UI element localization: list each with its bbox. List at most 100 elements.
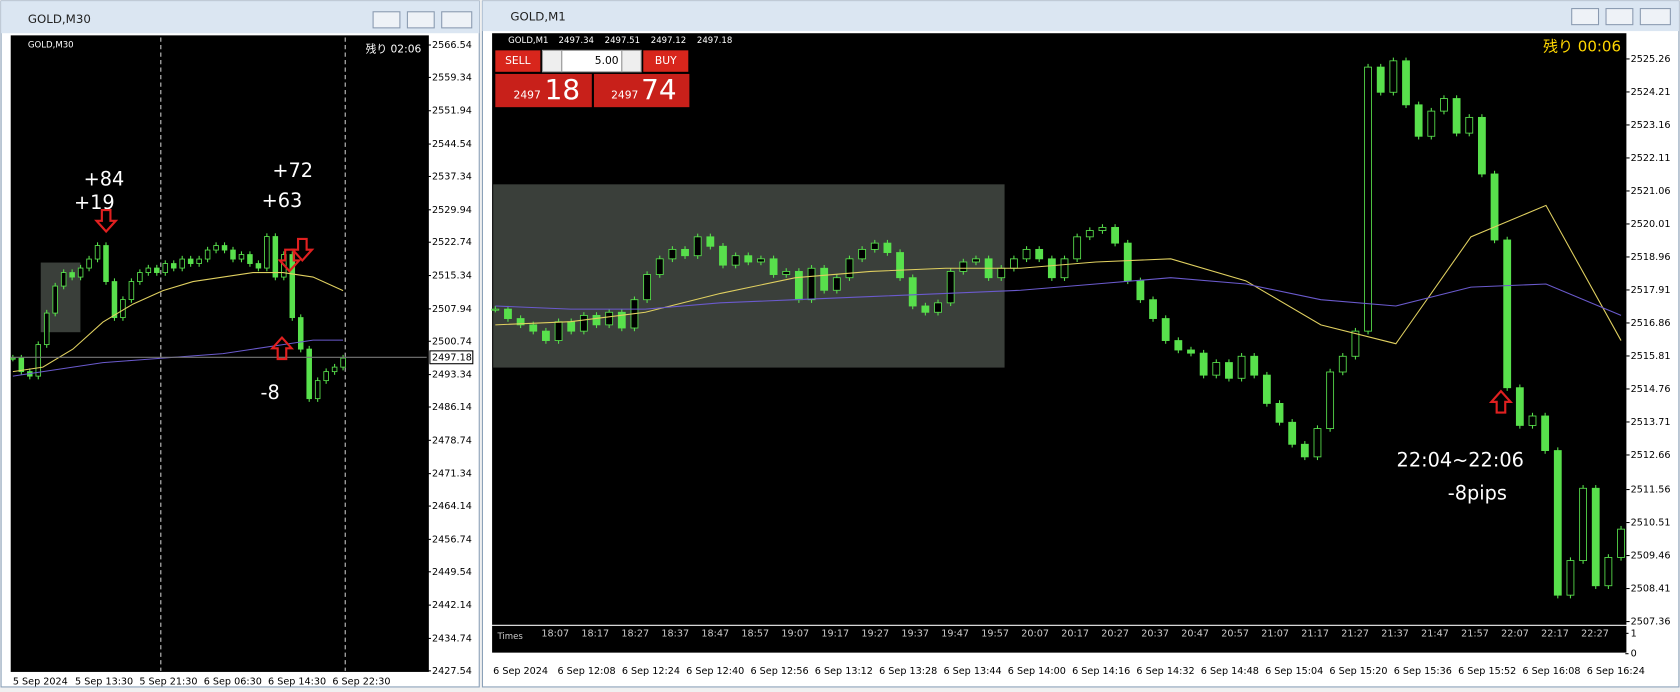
y-tick-label: 2507.94 (432, 304, 472, 315)
candle (1035, 248, 1044, 260)
candle (1515, 387, 1524, 426)
lots-value: 5.00 (595, 54, 619, 67)
price-tag (429, 350, 474, 365)
candle (1326, 371, 1335, 429)
candle (1591, 487, 1600, 587)
y-tick-label: 2523.16 (1631, 120, 1671, 131)
buy-button[interactable] (643, 50, 689, 72)
candle (230, 249, 236, 260)
y-tick-label: 2513.71 (1631, 417, 1671, 428)
date-label: 6 Sep 22:30 (332, 677, 390, 688)
annotation: +63 (262, 189, 303, 212)
lots-down[interactable] (541, 49, 563, 73)
candle (896, 252, 904, 279)
bid-big: 2497 (514, 88, 541, 101)
candle (213, 245, 219, 251)
minimize-button[interactable] (372, 11, 401, 29)
indicator-tick: 1 (1631, 628, 1637, 639)
y-tick-label: 2566.54 (432, 40, 472, 51)
candle (731, 255, 740, 266)
time-label: 22:07 (1501, 628, 1529, 639)
candle (1338, 355, 1347, 373)
y-tick-label: 2508.41 (1631, 584, 1671, 595)
time-label: 21:07 (1261, 628, 1289, 639)
time-label: 22:27 (1581, 628, 1609, 639)
candle (1149, 299, 1157, 319)
candle (744, 255, 753, 263)
candle (128, 281, 135, 301)
y-tick-label: 2529.94 (432, 205, 472, 216)
time-label: 18:57 (741, 628, 769, 639)
trade-arrow (290, 237, 315, 263)
moving-average (495, 204, 1622, 345)
y-tick-label: 2551.94 (432, 106, 472, 117)
candle (807, 267, 816, 301)
candle (1553, 450, 1562, 596)
candle (77, 267, 84, 278)
sell-label: SELL (505, 54, 531, 67)
candle (1579, 487, 1587, 562)
candle (1440, 98, 1448, 112)
date-label: 6 Sep 06:30 (204, 677, 262, 688)
date-label: 5 Sep 21:30 (139, 677, 197, 688)
date-label: 6 Sep 12:24 (622, 666, 680, 677)
y-tick-label: 2510.51 (1631, 518, 1671, 529)
candle (1250, 355, 1259, 376)
y-tick-label: 2521.06 (1631, 186, 1671, 197)
annotation: -8pips (1448, 482, 1507, 505)
y-tick-label: 2515.34 (432, 271, 472, 282)
candle (60, 272, 67, 287)
time-label: 18:27 (621, 628, 649, 639)
y-tick-label: 2537.34 (432, 171, 472, 182)
ask-box[interactable] (593, 73, 690, 108)
y-tick-label: 2516.86 (1631, 318, 1671, 329)
y-tick-label: 2471.34 (432, 469, 472, 480)
countdown: 残り 02:06 (366, 42, 422, 55)
candle (1465, 116, 1474, 134)
candle (1225, 362, 1233, 379)
candle (162, 263, 169, 273)
candle (554, 321, 563, 341)
candle (605, 311, 614, 326)
y-tick-label: 2518.96 (1631, 252, 1671, 263)
maximize-button[interactable] (1605, 8, 1634, 26)
indicator-tick: 0 (1631, 649, 1637, 660)
lots-up[interactable] (621, 49, 642, 73)
maximize-button[interactable] (406, 11, 435, 29)
candle (103, 245, 109, 282)
date-label: 5 Sep 13:30 (75, 677, 133, 688)
candle (567, 321, 576, 332)
candle (769, 258, 778, 275)
candle (1187, 349, 1195, 354)
candle (681, 248, 689, 257)
y-tick-label: 2514.76 (1631, 384, 1671, 395)
candle (187, 258, 194, 264)
time-label: 19:57 (981, 628, 1009, 639)
time-label: 21:57 (1461, 628, 1489, 639)
bid-box[interactable] (495, 73, 592, 108)
date-label: 6 Sep 14:16 (1072, 666, 1130, 677)
candle (340, 357, 346, 368)
countdown: 残り 00:06 (1543, 38, 1621, 56)
close-button[interactable] (1639, 8, 1671, 26)
candle (1262, 374, 1271, 404)
sell-button[interactable] (495, 50, 541, 72)
y-tick-label: 2544.54 (432, 139, 472, 150)
date-label: 6 Sep 16:24 (1587, 666, 1645, 677)
candle (1402, 60, 1410, 106)
y-tick-label: 2464.14 (432, 501, 472, 512)
time-label: 20:07 (1021, 628, 1049, 639)
date-label: 6 Sep 12:56 (750, 666, 808, 677)
candle (858, 248, 867, 260)
date-label: 6 Sep 13:44 (943, 666, 1001, 677)
close-button[interactable] (441, 11, 473, 29)
candle (1566, 560, 1575, 596)
date-label: 6 Sep 14:48 (1201, 666, 1259, 677)
minimize-button[interactable] (1571, 8, 1600, 26)
date-label: 6 Sep 2024 (493, 666, 548, 677)
y-tick-label: 2522.74 (432, 237, 472, 248)
candle (1414, 104, 1423, 137)
date-label: 6 Sep 15:04 (1265, 666, 1323, 677)
y-tick-label: 2478.74 (432, 435, 472, 446)
